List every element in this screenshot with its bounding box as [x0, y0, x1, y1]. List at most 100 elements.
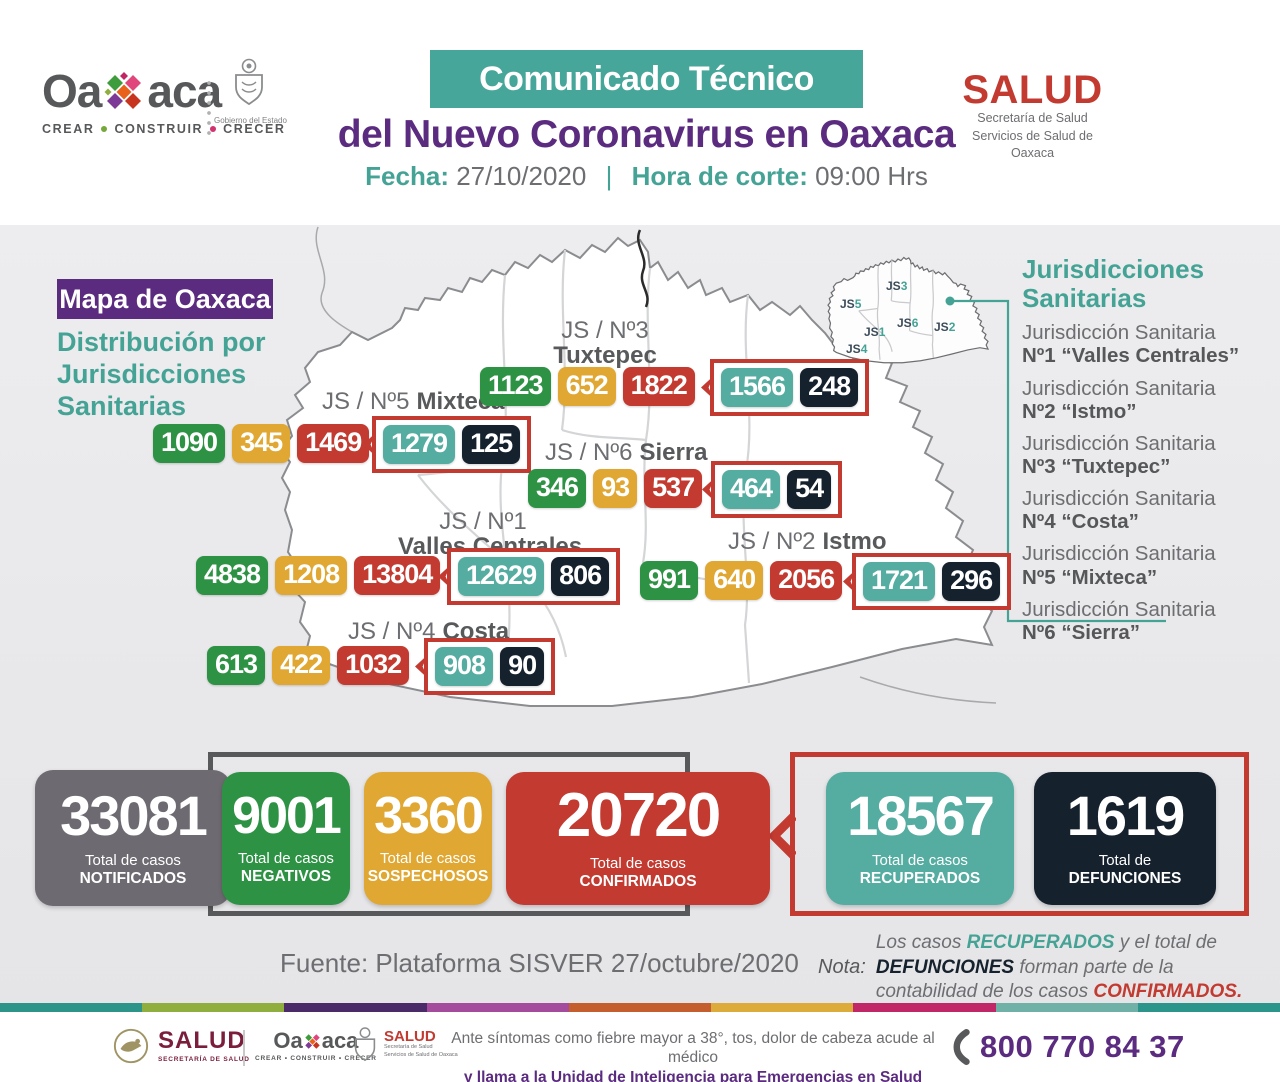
oaxaca-x-icon: [104, 72, 142, 109]
state-crest-icon: [235, 58, 263, 106]
jurisdiction-badges-sierra: 346 93 537: [528, 469, 703, 508]
badge-sospechosos: 93: [593, 469, 638, 508]
salud-subline: Servicios de Salud de Oaxaca: [972, 128, 1093, 161]
bad­ge-negativos: 991: [640, 561, 699, 600]
date-label: Fecha:: [365, 161, 449, 191]
badge-defunciones: 296: [942, 562, 1001, 601]
jurisdiction-label-tuxtepec: JS / Nº3 Tuxtepec: [553, 317, 657, 370]
badge-negativos: 613: [207, 646, 266, 685]
jurisdiction-box-costa: 908 90: [424, 638, 556, 695]
stripe-segment: [1137, 1003, 1280, 1012]
federal-eagle-icon: [113, 1028, 149, 1064]
badge-recuperados: 1721: [863, 562, 936, 601]
badge-defunciones: 90: [500, 647, 545, 686]
map-subtitle-line: Jurisdicciones: [57, 358, 247, 389]
footer: SALUD SECRETARÍA DE SALUD Oa aca CREAR •…: [0, 1012, 1280, 1082]
crest-caption: Gobierno del Estado: [214, 116, 287, 125]
tagline-bullet-icon: [210, 126, 217, 132]
badge-defunciones: 125: [462, 425, 521, 464]
jurisdiction-badges-istmo: 991 640 2056: [640, 561, 843, 600]
page-subtitle: del Nuevo Coronavirus en Oaxaca: [337, 113, 956, 156]
badge-negativos: 1090: [153, 424, 226, 463]
inset-label-js2: JS2: [934, 320, 956, 334]
oaxaca-map: [280, 226, 1166, 707]
badge-defunciones: 248: [800, 368, 859, 407]
badge-recuperados: 464: [722, 470, 781, 509]
jurisdiction-badges-valles-centrales: 4838 1208 13804: [196, 556, 441, 595]
badge-defunciones: 54: [787, 470, 832, 509]
jurisdiction-box-istmo: 1721 296: [852, 553, 1012, 610]
advisory-text: Ante síntomas como fiebre mayor a 38°, t…: [451, 1030, 935, 1082]
legend-item: Jurisdicción Sanitaria Nº2 “Istmo”: [1022, 376, 1216, 423]
jurisdiction-box-valles-centrales: 12629 806: [447, 548, 621, 605]
footer-divider: [243, 1030, 245, 1066]
badge-confirmados: 2056: [770, 561, 843, 600]
dateline-separator: |: [605, 161, 613, 191]
tagline-word: CRECER: [223, 122, 286, 136]
stripe-segment: [0, 1003, 143, 1012]
dotted-divider: [207, 78, 211, 140]
inset-label-js5: JS5: [840, 297, 862, 311]
salud-wordmark: SALUD: [962, 68, 1103, 112]
total-confirmados-card: 20720 Total de casos CONFIRMADOS: [506, 772, 770, 905]
stripe-segment: [568, 1003, 712, 1012]
map-subtitle-line: Distribución por: [57, 327, 266, 357]
neighbor-border-line: [315, 226, 353, 333]
brand-prefix: Oa: [42, 65, 102, 117]
state-crest-icon: [354, 1027, 376, 1062]
badge-negativos: 346: [528, 469, 587, 508]
inset-label-js3: JS3: [886, 279, 908, 293]
note-label: Nota:: [818, 956, 866, 978]
badge-recuperados: 12629: [458, 557, 545, 596]
inset-label-js1: JS1: [864, 325, 886, 339]
legend-connector-line: [950, 299, 1166, 623]
outcomes-frame: [790, 752, 1249, 916]
stripe-segment: [995, 1003, 1138, 1012]
dateline: Fecha: 27/10/2020 | Hora de corte: 09:00…: [320, 161, 973, 192]
tagline-word: CREAR: [42, 122, 95, 136]
total-recuperados-card: 18567 Total de casos RECUPERADOS: [826, 772, 1014, 905]
stripe-segment: [284, 1003, 427, 1012]
stripe-segment: [711, 1003, 854, 1012]
legend-item: Jurisdicción Sanitaria Nº5 “Mixteca”: [1022, 542, 1216, 589]
state-crest: Gobierno del Estado: [214, 58, 287, 125]
map-panel: Mapa de Oaxaca Distribución por Jurisdic…: [0, 225, 1280, 1012]
legend-item: Jurisdicción Sanitaria Nº1 “Valles Centra…: [1022, 321, 1240, 368]
legend-title: Jurisdicciones Sanitarias: [1022, 254, 1205, 313]
total-notificados-card: 33081 Total de casos NOTIFICADOS: [35, 770, 231, 906]
cutoff-label: Hora de corte:: [631, 161, 808, 191]
legend-item: Jurisdicción Sanitaria Nº4 “Costa”: [1022, 487, 1216, 534]
phone-block: 800 770 84 37: [948, 1028, 1185, 1066]
badge-confirmados: 1032: [337, 646, 410, 685]
badge-recuperados: 1279: [383, 425, 456, 464]
map-subtitle: Distribución por Jurisdicciones Sanitari…: [57, 327, 266, 423]
tagline-bullet-icon: [101, 126, 108, 132]
jurisdiction-label-istmo: JS / Nº2 Istmo: [728, 528, 887, 555]
salud-subline: Secretaría de Salud: [977, 111, 1088, 125]
footer-salud-oaxaca-logo: SALUD Secretaría de Salud Servicios de S…: [384, 1028, 458, 1058]
jurisdiction-box-sierra: 464 54: [711, 461, 843, 518]
title-banner: Comunicado Técnico Diario: [430, 50, 863, 156]
badge-confirmados: 13804: [354, 556, 441, 595]
total-negativos-card: 9001 Total de casos NEGATIVOS: [222, 772, 350, 905]
jurisdiction-label-mixteca: JS / Nº5 Mixteca: [322, 388, 505, 415]
jurisdiction-badges-mixteca: 1090 345 1469: [153, 424, 370, 463]
jurisdiction-box-tuxtepec: 1566 248: [710, 359, 870, 416]
badge-defunciones: 806: [551, 557, 610, 596]
total-defunciones-card: 1619 Total de DEFUNCIONES: [1034, 772, 1216, 905]
badge-recuperados: 908: [435, 647, 494, 686]
note-block: Nota: Los casos RECUPERADOS y el total d…: [818, 931, 1242, 1005]
phone-number: 800 770 84 37: [980, 1029, 1185, 1064]
date-value: 27/10/2020: [456, 161, 587, 191]
note-text: Los casos RECUPERADOS y el total de DEFU…: [875, 932, 1243, 1003]
federal-salud-logo: SALUD SECRETARÍA DE SALUD: [112, 1027, 250, 1065]
jurisdiction-badges-tuxtepec: 1123 652 1822: [480, 367, 695, 406]
color-stripe: [0, 1003, 1280, 1012]
inset-label-js6: JS6: [897, 316, 919, 330]
stripe-segment: [426, 1003, 569, 1012]
badge-confirmados: 1822: [622, 367, 695, 406]
legend-item: Jurisdicción Sanitaria Nº3 “Tuxtepec”: [1022, 431, 1216, 478]
jurisdiction-badges-costa: 613 422 1032: [207, 646, 410, 685]
chevron-left-icon: [767, 812, 796, 860]
